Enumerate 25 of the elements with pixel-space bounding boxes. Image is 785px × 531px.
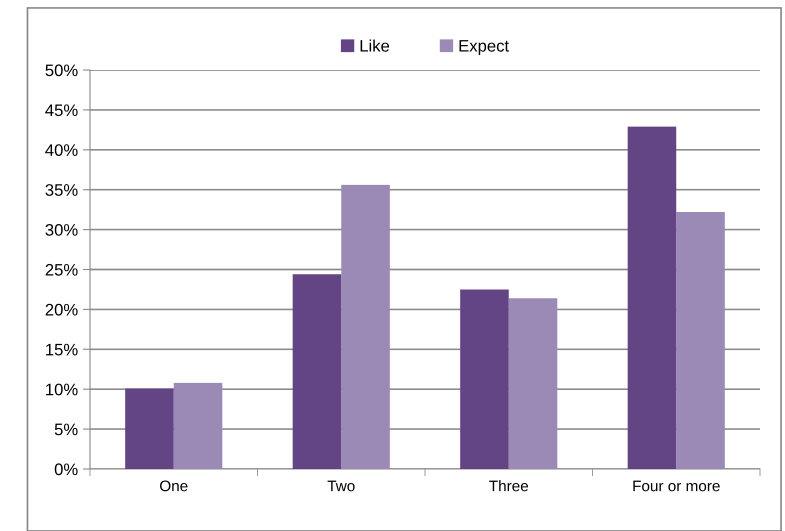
y-tick-label: 35% [45,184,78,196]
y-tick-label: 15% [46,344,78,356]
x-tick-label: One [160,480,188,492]
y-tick-label: 5% [54,424,78,436]
y-tick-label: 30% [45,224,78,236]
y-tick-label: 10% [46,384,78,396]
bar [125,388,174,469]
legend-label: Expect [460,40,509,55]
bar [508,298,558,469]
x-tick-label: Four or more [633,480,720,492]
bar [174,382,222,469]
x-tick-label: Three [489,480,528,492]
bar [628,126,676,469]
y-tick-label: 25% [46,264,78,276]
y-tick-label: 45% [45,104,78,116]
y-tick-label: 40% [45,144,78,156]
y-tick-label: 20% [46,304,78,316]
y-tick-label: 50% [46,64,78,76]
bar [341,184,390,469]
legend-label: Like [360,39,390,52]
bar [460,289,509,469]
bar [292,274,342,469]
y-tick-label: 0% [54,463,78,476]
x-tick-label: Two [328,480,355,492]
bar [676,212,725,469]
